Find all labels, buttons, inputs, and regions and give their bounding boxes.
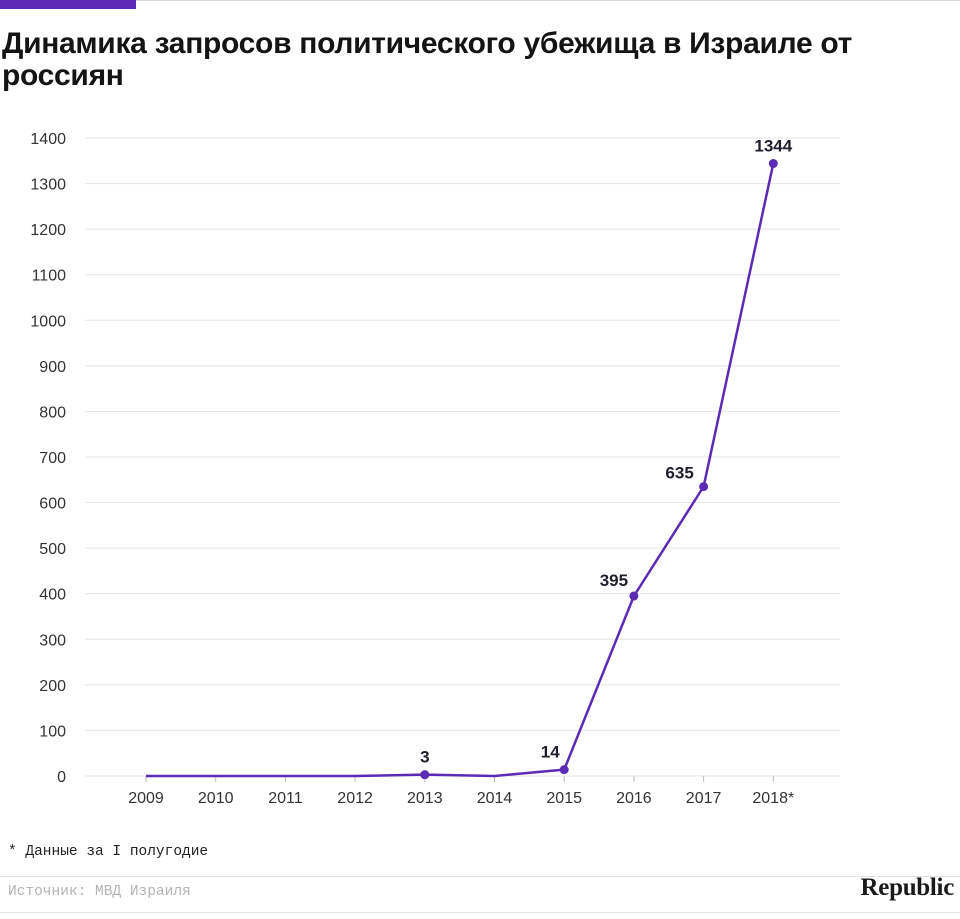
data-label: 14 <box>541 743 560 762</box>
y-tick-label: 500 <box>39 541 66 558</box>
y-tick-label: 1400 <box>30 131 66 148</box>
accent-bar <box>0 0 136 9</box>
y-tick-label: 300 <box>39 632 66 649</box>
grid-lines <box>85 137 840 777</box>
y-tick-label: 600 <box>39 496 66 513</box>
chart-title: Динамика запросов политического убежища … <box>2 27 853 92</box>
x-axis-ticks: 2009 2010 2011 2012 2013 2014 2015 2016 2017 2018… <box>128 776 794 807</box>
x-tick-label: 2011 <box>268 790 303 807</box>
x-tick-label: 2009 <box>128 790 164 807</box>
data-point <box>768 159 778 169</box>
top-rule <box>0 0 960 1</box>
x-tick-label: 2015 <box>546 790 582 807</box>
data-point <box>629 591 639 601</box>
data-point <box>559 765 569 775</box>
data-label: 3 <box>420 748 429 767</box>
y-tick-label: 1000 <box>30 313 66 330</box>
y-axis-ticks: 0 100 200 300 400 500 600 700 800 900 1000 1100 1200… <box>30 131 66 786</box>
y-tick-label: 900 <box>39 359 66 376</box>
series-line <box>146 163 775 778</box>
republic-logo[interactable]: Republic <box>860 874 955 901</box>
x-tick-label: 2012 <box>337 790 373 807</box>
data-labels: 3 14 395 635 1344 <box>420 137 793 767</box>
x-tick-label: 2016 <box>616 790 652 807</box>
footer-bottom-rule <box>0 912 960 913</box>
y-tick-label: 1200 <box>30 222 66 239</box>
x-tick-label: 2018* <box>752 790 794 807</box>
x-tick-label: 2013 <box>407 790 443 807</box>
footer-divider <box>0 876 960 877</box>
data-label: 395 <box>600 571 628 590</box>
series-line-path <box>146 163 775 778</box>
data-point <box>420 770 430 780</box>
y-tick-label: 1300 <box>30 177 66 194</box>
y-tick-label: 700 <box>39 450 66 467</box>
source-note: Источник: МВД Израиля <box>8 884 191 900</box>
y-tick-label: 100 <box>39 723 66 740</box>
data-label: 635 <box>665 464 693 483</box>
footnote: * Данные за I полугодие <box>8 844 209 860</box>
y-tick-label: 1100 <box>32 268 67 285</box>
x-tick-label: 2010 <box>198 790 234 807</box>
y-tick-label: 0 <box>57 769 66 786</box>
series-points <box>420 159 778 780</box>
x-tick-label: 2014 <box>477 790 513 807</box>
data-point <box>699 482 709 492</box>
x-tick-label: 2017 <box>686 790 722 807</box>
y-tick-label: 200 <box>39 678 66 695</box>
data-label: 1344 <box>754 137 792 156</box>
y-tick-label: 800 <box>39 404 66 421</box>
y-tick-label: 400 <box>39 587 66 604</box>
